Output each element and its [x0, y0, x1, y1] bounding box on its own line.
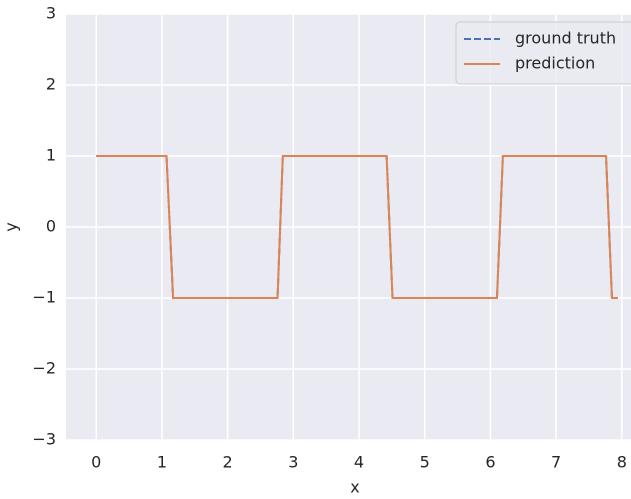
x-tick-label: 7	[551, 453, 561, 472]
y-tick-label: 0	[46, 217, 56, 236]
y-tick-label: −2	[32, 359, 56, 378]
x-tick-label: 2	[223, 453, 233, 472]
x-tick-label: 1	[157, 453, 167, 472]
y-tick-label: −3	[32, 430, 56, 449]
legend-label: prediction	[515, 54, 595, 73]
legend-box	[455, 21, 631, 85]
x-tick-label: 3	[288, 453, 298, 472]
y-tick-label: −1	[32, 288, 56, 307]
x-tick-label: 6	[485, 453, 495, 472]
x-tick-label: 0	[91, 453, 101, 472]
y-axis-label: y	[2, 222, 21, 231]
x-tick-label: 8	[617, 453, 627, 472]
y-tick-label: 2	[46, 75, 56, 94]
y-tick-label: 3	[46, 4, 56, 23]
x-axis-label: x	[350, 478, 359, 497]
x-tick-label: 5	[420, 453, 430, 472]
series-line	[96, 155, 618, 299]
x-tick-label: 4	[354, 453, 364, 472]
y-tick-label: 1	[46, 146, 56, 165]
legend-label: ground truth	[515, 29, 616, 48]
